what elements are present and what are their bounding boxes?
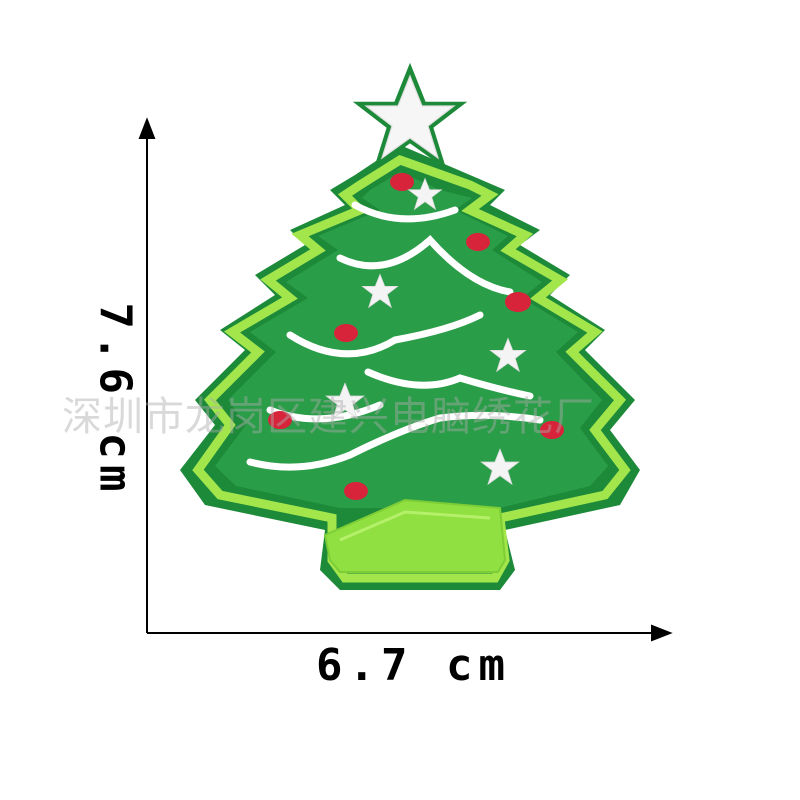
- star-icon: [407, 177, 443, 211]
- star-icon: [361, 273, 399, 309]
- garland-3: [286, 311, 484, 358]
- width-dimension-label: 6.7 cm: [316, 640, 511, 691]
- tree-pot: [323, 498, 507, 573]
- ornament: [334, 324, 358, 342]
- top-star-icon: [364, 74, 456, 160]
- ornament: [344, 482, 368, 500]
- ornament: [505, 292, 531, 312]
- tree-stars: [325, 177, 527, 486]
- pot-highlight: [339, 510, 491, 542]
- watermark-text: 深圳市龙岗区建兴电脑绣花厂: [62, 394, 595, 440]
- tree-ornaments: [268, 173, 564, 500]
- height-dimension-label: 7.6 cm: [89, 302, 141, 498]
- garland-6: [246, 411, 544, 471]
- ornament: [466, 233, 490, 251]
- ornament: [268, 411, 292, 429]
- arrow-right-icon: [651, 624, 673, 642]
- star-icon: [480, 448, 520, 486]
- garland-2: [336, 235, 514, 296]
- arrow-up-icon: [138, 117, 156, 139]
- star-icon: [489, 337, 527, 373]
- dimension-axes: [138, 117, 673, 642]
- pot-body: [323, 498, 507, 573]
- star-icon: [325, 382, 365, 420]
- garland-4: [364, 368, 534, 400]
- tree-light-border: [192, 155, 631, 583]
- christmas-tree-patch: [180, 62, 640, 590]
- garland-1: [351, 201, 459, 223]
- top-star: [352, 62, 468, 170]
- ornament: [540, 421, 564, 439]
- ornament: [390, 173, 414, 191]
